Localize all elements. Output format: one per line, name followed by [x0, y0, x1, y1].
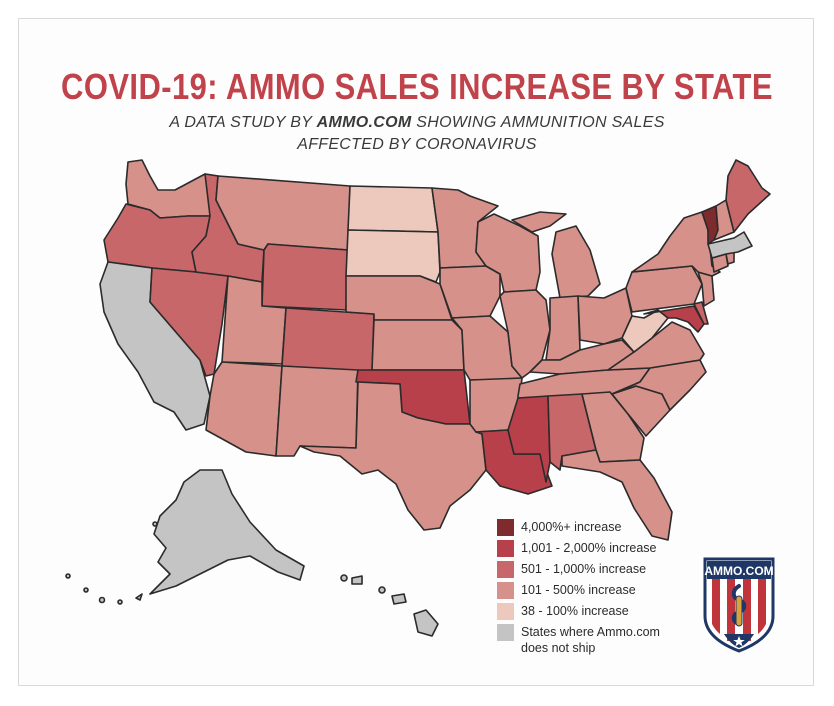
- state-maine[interactable]: [725, 159, 771, 233]
- state-hawaii-island-4: [391, 593, 407, 605]
- state-nebraska[interactable]: [345, 275, 453, 321]
- legend-item-no-ship: States where Ammo.com does not ship: [497, 624, 687, 658]
- state-arizona[interactable]: [205, 361, 283, 457]
- page-title: COVID-19: AMMO SALES INCREASE BY STATE: [61, 66, 773, 107]
- state-massachusetts[interactable]: [707, 231, 753, 259]
- state-iowa[interactable]: [439, 265, 501, 319]
- legend: 4,000%+ increase 1,001 - 2,000% increase…: [497, 519, 687, 658]
- subtitle-suffix: SHOWING AMMUNITION SALES: [416, 114, 665, 131]
- state-alaska-island-6: [117, 599, 123, 605]
- state-alaska-island-1: [135, 593, 143, 601]
- legend-swatch: [497, 582, 514, 599]
- state-alaska-island-2: [152, 521, 158, 527]
- logo-banner: [707, 561, 771, 579]
- state-hawaii-island-1: [340, 574, 348, 582]
- state-new-mexico[interactable]: [275, 365, 359, 457]
- legend-label: 501 - 1,000% increase: [521, 562, 647, 576]
- legend-swatch: [497, 603, 514, 620]
- legend-item-501-1000: 501 - 1,000% increase: [497, 561, 687, 582]
- legend-label: 38 - 100% increase: [521, 604, 629, 618]
- state-new-hampshire[interactable]: [713, 199, 735, 241]
- logo-stripe-1: [712, 579, 720, 634]
- state-south-dakota[interactable]: [345, 229, 441, 283]
- state-texas[interactable]: [299, 381, 487, 531]
- subtitle-brand: AMMO.COM: [316, 114, 412, 131]
- state-hawaii-island-2: [351, 575, 363, 585]
- legend-item-4000-plus: 4,000%+ increase: [497, 519, 687, 540]
- state-north-carolina[interactable]: [611, 359, 707, 411]
- legend-label: 101 - 500% increase: [521, 583, 636, 597]
- state-hawaii[interactable]: [413, 609, 439, 637]
- subtitle-prefix: A DATA STUDY BY: [169, 114, 312, 131]
- legend-item-1001-2000: 1,001 - 2,000% increase: [497, 540, 687, 561]
- state-alaska-island-5: [98, 596, 106, 604]
- state-delaware[interactable]: [693, 301, 709, 325]
- state-north-dakota[interactable]: [347, 185, 439, 233]
- logo-snake-icon: [731, 584, 747, 626]
- state-montana[interactable]: [215, 175, 351, 251]
- state-kansas[interactable]: [371, 319, 465, 371]
- legend-label: 1,001 - 2,000% increase: [521, 541, 657, 555]
- logo-stripe-2: [727, 579, 735, 641]
- legend-swatch: [497, 624, 514, 641]
- state-pennsylvania[interactable]: [625, 265, 703, 313]
- logo-stripe-3: [743, 579, 751, 641]
- legend-item-38-100: 38 - 100% increase: [497, 603, 687, 624]
- logo-text: AMMO.COM: [704, 564, 773, 578]
- legend-swatch: [497, 561, 514, 578]
- subtitle-line-2: AFFECTED BY CORONAVIRUS: [297, 136, 537, 153]
- state-colorado[interactable]: [281, 307, 375, 373]
- subtitle-line-1: A DATA STUDY BY AMMO.COM SHOWING AMMUNIT…: [0, 114, 834, 132]
- state-indiana[interactable]: [545, 295, 581, 361]
- logo-bullet-icon: [735, 595, 743, 627]
- logo-stripe-4: [758, 579, 766, 634]
- state-florida[interactable]: [561, 449, 673, 541]
- legend-item-101-500: 101 - 500% increase: [497, 582, 687, 603]
- logo-star-icon: [733, 636, 745, 647]
- state-hawaii-island-3: [378, 586, 386, 594]
- legend-label: States where Ammo.com does not ship: [521, 625, 660, 655]
- state-alaska-island-3: [65, 573, 71, 579]
- state-wyoming[interactable]: [261, 243, 349, 311]
- state-alaska[interactable]: [149, 469, 305, 595]
- legend-swatch: [497, 540, 514, 557]
- legend-label: 4,000%+ increase: [521, 520, 622, 534]
- ammo-logo: AMMO.COM: [703, 557, 775, 653]
- legend-swatch: [497, 519, 514, 536]
- state-alaska-island-4: [83, 587, 89, 593]
